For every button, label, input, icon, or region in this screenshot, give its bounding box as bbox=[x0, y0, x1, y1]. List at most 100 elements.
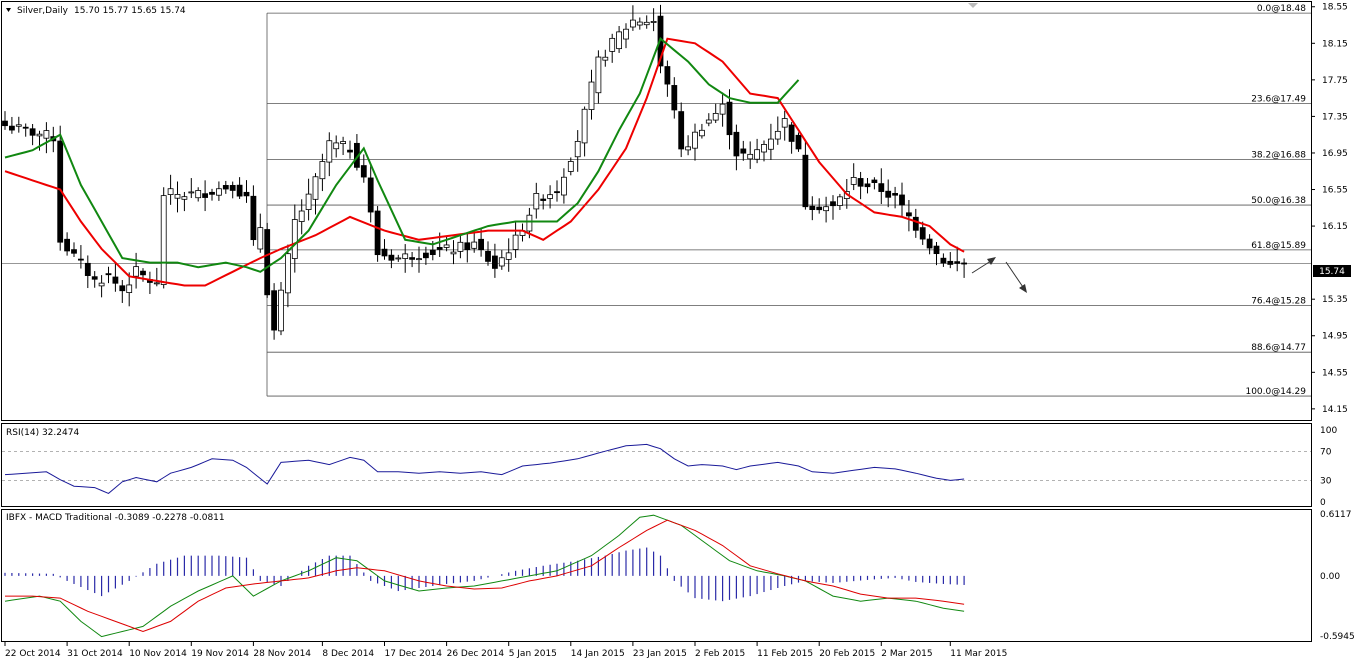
candle-body bbox=[623, 28, 629, 40]
menu-arrow-icon[interactable] bbox=[6, 8, 11, 12]
fib-label: 100.0@14.29 bbox=[1245, 387, 1306, 397]
fib-label: 88.6@14.77 bbox=[1251, 343, 1306, 353]
candle-body bbox=[236, 184, 243, 197]
candle-body bbox=[181, 196, 188, 200]
price-tick-label: 14.95 bbox=[1322, 332, 1348, 342]
candle-body bbox=[795, 134, 802, 150]
candle-body bbox=[809, 205, 816, 211]
candle-body bbox=[933, 245, 940, 255]
candle-body bbox=[705, 119, 712, 124]
candle-body bbox=[788, 124, 795, 142]
candle-body bbox=[609, 37, 616, 52]
macd-label: IBFX - MACD Traditional -0.3089 -0.2278 … bbox=[6, 513, 225, 523]
rsi-tick-label: 30 bbox=[1320, 476, 1332, 486]
fib-label: 61.8@15.89 bbox=[1251, 241, 1306, 251]
macd-panel: 0.6117 0.00 -0.5945 bbox=[4, 510, 1355, 642]
candle-body bbox=[126, 284, 133, 293]
candle-body bbox=[195, 190, 202, 199]
time-tick-label: 11 Mar 2015 bbox=[950, 649, 1007, 659]
time-tick-label: 8 Dec 2014 bbox=[322, 649, 374, 659]
candle-body bbox=[761, 144, 767, 153]
candle-body bbox=[505, 252, 512, 260]
rsi-tick-label: 70 bbox=[1320, 448, 1332, 458]
time-tick-label: 23 Jan 2015 bbox=[633, 649, 687, 659]
candle-body bbox=[422, 252, 429, 259]
time-tick-label: 11 Feb 2015 bbox=[757, 649, 813, 659]
time-tick-label: 26 Dec 2014 bbox=[447, 649, 505, 659]
candle-body bbox=[554, 191, 560, 194]
candle-body bbox=[22, 126, 29, 129]
candle-body bbox=[512, 234, 519, 250]
candle-body bbox=[243, 191, 250, 197]
candle-body bbox=[485, 250, 491, 262]
candle-body bbox=[264, 229, 271, 296]
candle-body bbox=[899, 194, 905, 206]
candle-body bbox=[257, 227, 264, 250]
candles bbox=[2, 4, 967, 340]
scroll-marker-icon[interactable] bbox=[968, 3, 978, 8]
price-axis: 18.55 18.15 17.75 17.35 16.95 16.55 16.15 15.35… bbox=[1311, 3, 1348, 415]
candle-body bbox=[857, 178, 864, 187]
candle-body bbox=[91, 276, 98, 280]
candle-body bbox=[319, 161, 326, 180]
last-price-label: 15.74 bbox=[1319, 267, 1345, 277]
candle-body bbox=[664, 66, 671, 85]
candle-body bbox=[581, 108, 588, 144]
candle-body bbox=[416, 258, 422, 261]
fib-label: 23.6@17.49 bbox=[1251, 95, 1306, 105]
arrow-down-icon bbox=[1005, 261, 1026, 291]
candle-body bbox=[429, 249, 436, 256]
candle-body bbox=[747, 153, 754, 160]
candle-body bbox=[8, 125, 15, 131]
last-price-box bbox=[1313, 265, 1351, 277]
candle-body bbox=[823, 206, 829, 212]
candle-body bbox=[284, 253, 291, 294]
candle-body bbox=[388, 254, 395, 261]
candle-body bbox=[878, 183, 885, 192]
candle-body bbox=[650, 21, 657, 23]
fibonacci-levels: 0.0@18.48 23.6@17.49 38.2@16.88 50.0@16.38 6… bbox=[2, 4, 1311, 397]
candle-body bbox=[830, 201, 836, 207]
price-tick-label: 18.15 bbox=[1322, 39, 1348, 49]
symbol-name: Silver,Daily bbox=[17, 6, 69, 16]
candle-body bbox=[291, 219, 298, 259]
ma-red-line bbox=[4, 37, 965, 287]
candle-body bbox=[84, 262, 91, 276]
fib-label: 0.0@18.48 bbox=[1257, 4, 1306, 14]
candle-body bbox=[436, 247, 443, 250]
candle-body bbox=[409, 257, 416, 260]
candle-body bbox=[347, 149, 353, 153]
price-tick-label: 16.15 bbox=[1322, 222, 1348, 232]
macd-main-line bbox=[4, 514, 965, 638]
fib-label: 76.4@15.28 bbox=[1251, 297, 1306, 307]
candle-body bbox=[112, 276, 119, 284]
candle-body bbox=[699, 129, 705, 137]
candle-body bbox=[119, 285, 126, 292]
rsi-panel: 100 70 30 0 bbox=[2, 426, 1337, 508]
macd-tick-label: 0.00 bbox=[1320, 572, 1340, 582]
candle-body bbox=[816, 206, 823, 211]
candle-body bbox=[457, 241, 464, 252]
candle-body bbox=[381, 248, 388, 257]
time-tick-label: 2 Feb 2015 bbox=[695, 649, 745, 659]
macd-tick-label: -0.5945 bbox=[1320, 632, 1355, 642]
candle-body bbox=[174, 194, 181, 199]
candle-body bbox=[133, 266, 140, 277]
fib-label: 50.0@16.38 bbox=[1251, 196, 1306, 206]
candle-body bbox=[540, 198, 547, 201]
candle-body bbox=[153, 282, 160, 285]
candle-body bbox=[43, 130, 50, 139]
candle-body bbox=[768, 138, 774, 150]
candle-body bbox=[547, 194, 553, 199]
candle-body bbox=[450, 251, 457, 255]
candle-body bbox=[15, 124, 22, 127]
candle-body bbox=[947, 260, 954, 265]
rsi-tick-label: 100 bbox=[1320, 426, 1337, 436]
candle-body bbox=[561, 176, 567, 196]
candle-body bbox=[464, 242, 471, 251]
candle-body bbox=[678, 111, 685, 150]
candle-body bbox=[692, 131, 698, 149]
candle-body bbox=[774, 130, 781, 140]
candle-body bbox=[574, 140, 581, 158]
